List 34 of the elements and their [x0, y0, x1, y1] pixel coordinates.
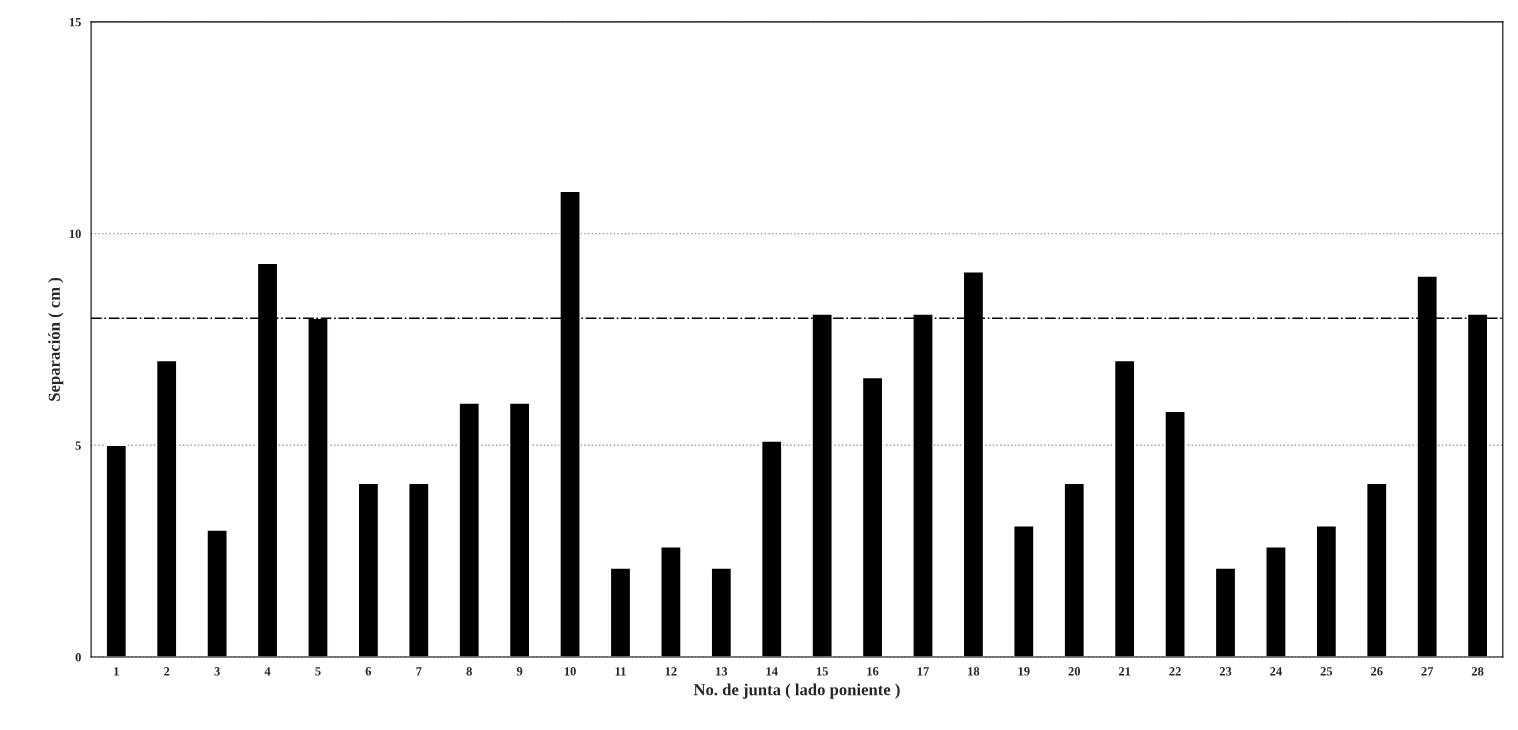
x-tick-label: 20 — [1068, 667, 1081, 676]
x-tick-label: 16 — [867, 667, 879, 676]
x-tick-label: 28 — [1471, 667, 1484, 676]
x-tick-label: 13 — [716, 667, 728, 676]
x-tick-label: 12 — [665, 667, 677, 676]
y-tick-label: 10 — [69, 229, 81, 239]
x-tick-label: 3 — [214, 667, 220, 676]
y-tick-label: 5 — [75, 441, 81, 450]
x-tick-label: 24 — [1270, 667, 1282, 676]
x-tick-label: 2 — [164, 667, 170, 676]
x-tick-label: 26 — [1371, 667, 1383, 676]
x-tick-label: 18 — [968, 667, 980, 676]
x-axis-title: No. de junta ( lado poniente ) — [693, 683, 900, 699]
x-tick-label: 9 — [516, 667, 523, 676]
x-tick-label: 19 — [1018, 667, 1030, 676]
y-tick-label: 0 — [75, 653, 81, 662]
x-tick-label: 22 — [1169, 667, 1181, 676]
x-tick-label: 7 — [416, 667, 422, 676]
x-tick-label: 11 — [615, 667, 626, 676]
x-tick-label: 15 — [816, 667, 828, 676]
x-tick-label: 23 — [1219, 667, 1232, 676]
x-tick-label: 25 — [1320, 667, 1333, 676]
y-tick-label: 15 — [69, 17, 81, 27]
x-tick-label: 21 — [1118, 667, 1131, 676]
x-tick-label: 10 — [564, 667, 576, 676]
x-tick-label: 5 — [315, 667, 321, 676]
x-tick-label: 4 — [264, 667, 271, 676]
x-tick-label: 17 — [917, 667, 929, 676]
x-tick-label: 8 — [466, 667, 472, 676]
x-tick-label: 6 — [365, 667, 372, 676]
x-tick-label: 27 — [1421, 667, 1434, 676]
y-axis-title: Separación ( cm ) — [48, 277, 64, 401]
x-tick-label: 1 — [114, 667, 119, 676]
x-tick-label: 14 — [766, 667, 778, 676]
